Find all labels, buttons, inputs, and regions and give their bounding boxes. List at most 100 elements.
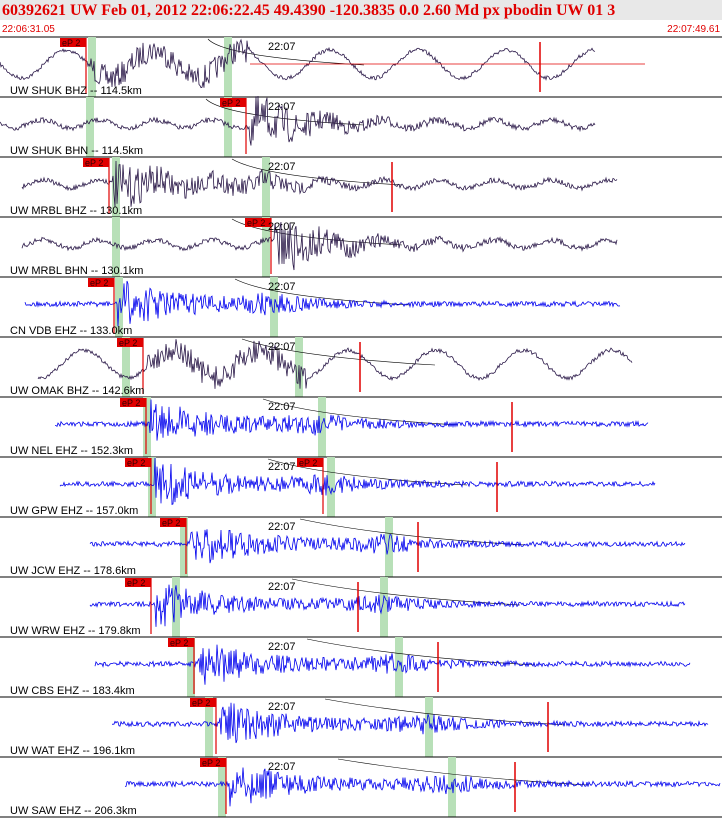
time-mark: 22:07 [268, 281, 296, 293]
time-mark: 22:07 [268, 401, 296, 413]
waveform [89, 529, 686, 564]
waveform [37, 339, 633, 389]
trace-label: UW CBS EHZ -- 183.4km [10, 685, 135, 697]
pick-box [297, 458, 323, 467]
time-mark: 22:07 [268, 461, 296, 473]
time-mark: 22:07 [268, 41, 296, 53]
pick-box [190, 698, 216, 707]
pick-label: eP 2 [85, 158, 103, 168]
phase-band [112, 217, 120, 277]
header-title: 60392621 UW Feb 01, 2012 22:06:22.45 49.… [2, 2, 615, 19]
phase-band [327, 457, 335, 517]
phase-band [318, 397, 326, 457]
pick-label: eP 2 [192, 698, 210, 708]
pick-box [60, 38, 86, 47]
waveform [59, 457, 656, 505]
pick-box [125, 458, 151, 467]
start-time: 22:06:31.05 [2, 24, 55, 35]
pick-label: eP 2 [122, 398, 140, 408]
pick-box [120, 398, 146, 407]
waveform [55, 399, 649, 441]
time-mark: 22:07 [268, 641, 296, 653]
phase-band [218, 757, 226, 817]
pick-label: eP 2 [202, 758, 220, 768]
time-mark: 22:07 [268, 101, 296, 113]
trace-label: UW MRBL BHZ -- 130.1km [10, 205, 142, 217]
trace-label: UW SHUK BHN -- 114.5km [10, 145, 143, 157]
phase-band [385, 517, 393, 577]
travel-curve [241, 338, 436, 366]
phase-band [205, 697, 213, 757]
travel-curve [291, 578, 521, 606]
travel-curve [207, 38, 365, 66]
phase-band [425, 697, 433, 757]
trace-label: UW OMAK BHZ -- 142.6km [10, 385, 144, 397]
pick-label: eP 2 [127, 458, 145, 468]
trace-label: UW SAW EHZ -- 206.3km [10, 805, 137, 817]
pick-box [88, 278, 114, 287]
trace-label: UW NEL EHZ -- 152.3km [10, 445, 133, 457]
phase-band [262, 217, 270, 277]
phase-band [395, 637, 403, 697]
trace-label: UW MRBL BHN -- 130.1km [10, 265, 143, 277]
pick-label: eP 2 [170, 638, 188, 648]
pick-label: eP 2 [62, 38, 80, 48]
travel-curve [337, 758, 589, 786]
phase-band [148, 457, 156, 517]
waveform [24, 280, 621, 327]
trace-label: CN VDB EHZ -- 133.0km [10, 325, 132, 337]
trace-label: UW WRW EHZ -- 179.8km [10, 625, 141, 637]
travel-curve [231, 158, 403, 186]
pick-box [220, 98, 246, 107]
waveform [89, 584, 686, 627]
trace-label: UW GPW EHZ -- 157.0km [10, 505, 138, 517]
waveform [21, 160, 618, 207]
time-mark: 22:07 [268, 161, 296, 173]
waveform [21, 222, 618, 271]
pick-box [83, 158, 109, 167]
time-mark: 22:07 [268, 701, 296, 713]
phase-band [380, 577, 388, 637]
phase-band [143, 397, 151, 457]
pick-label: eP 2 [162, 518, 180, 528]
waveform [94, 644, 691, 685]
waveform [0, 95, 596, 146]
trace-label: UW WAT EHZ -- 196.1km [10, 745, 135, 757]
phase-band [122, 337, 130, 397]
pick-label: eP 2 [127, 578, 145, 588]
phase-band [224, 97, 232, 157]
phase-band [224, 37, 232, 97]
phase-band [270, 277, 278, 337]
pick-box [125, 578, 151, 587]
travel-curve [306, 638, 536, 666]
phase-band [262, 157, 270, 217]
time-mark: 22:07 [268, 341, 296, 353]
pick-box [245, 218, 271, 227]
travel-curve [262, 398, 459, 426]
waveform [124, 767, 721, 807]
phase-band [86, 97, 94, 157]
pick-box [200, 758, 226, 767]
waveform [111, 702, 709, 744]
time-mark: 22:07 [268, 761, 296, 773]
waveform [0, 38, 596, 89]
time-mark: 22:07 [268, 581, 296, 593]
phase-band [180, 517, 188, 577]
travel-curve [324, 698, 566, 726]
pick-box [117, 338, 143, 347]
time-mark: 22:07 [268, 521, 296, 533]
phase-band [448, 757, 456, 817]
trace-label: UW SHUK BHZ -- 114.5km [10, 85, 142, 97]
header-bar [0, 0, 722, 20]
phase-band [112, 157, 120, 217]
trace-label: UW JCW EHZ -- 178.6km [10, 565, 136, 577]
phase-band [172, 577, 180, 637]
pick-box [168, 638, 194, 647]
pick-label: eP 2 [222, 98, 240, 108]
pick-label: eP 2 [90, 278, 108, 288]
pick-box [160, 518, 186, 527]
pick-label: eP 2 [247, 218, 265, 228]
phase-band [187, 637, 195, 697]
travel-curve [267, 458, 468, 486]
